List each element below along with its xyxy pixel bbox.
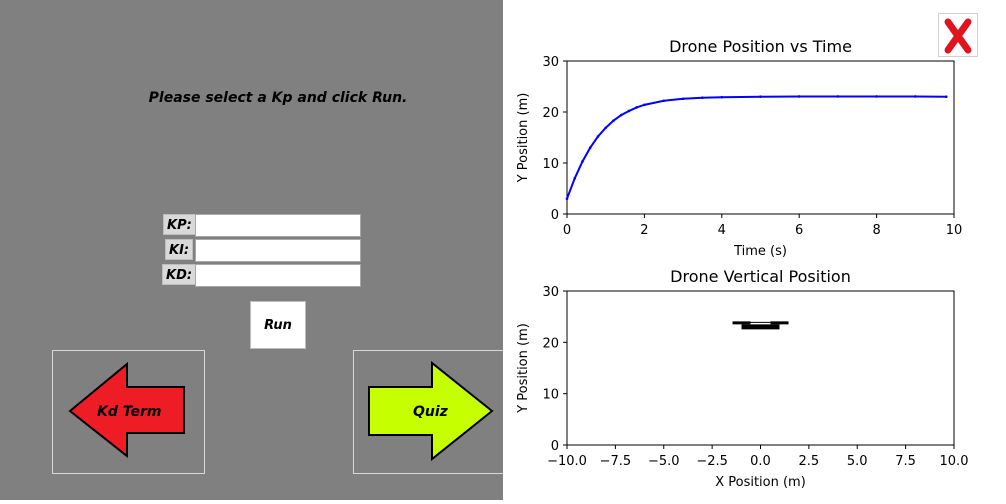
close-icon <box>944 18 972 54</box>
position-point <box>662 99 666 103</box>
position-point <box>701 96 704 100</box>
vertical-position-title: Drone Vertical Position <box>670 267 851 286</box>
back-kd-term-button[interactable]: Kd Term <box>52 350 205 474</box>
kd-label: KD: <box>162 264 197 285</box>
position-time-ylabel: Y Position (m) <box>516 93 531 184</box>
control-panel: Please select a Kp and click Run. KP: KI… <box>0 0 506 500</box>
run-button-label: Run <box>264 317 292 333</box>
position-time-xtick-label: 0 <box>563 223 571 238</box>
close-button[interactable] <box>938 13 978 57</box>
position-time-ytick-label: 30 <box>542 55 559 70</box>
position-point <box>612 119 615 122</box>
position-time-xtick-label: 6 <box>795 223 803 238</box>
vertical-position-xtick-label: −5.0 <box>648 454 680 469</box>
position-point <box>588 146 592 149</box>
position-time-ytick-label: 10 <box>542 157 559 172</box>
position-time-xtick-label: 10 <box>946 223 963 238</box>
position-point <box>581 160 584 163</box>
position-point <box>627 109 631 113</box>
ki-input[interactable] <box>195 239 361 262</box>
left-arrow-icon <box>68 361 185 459</box>
vertical-position-xtick-label: −7.5 <box>600 454 632 469</box>
vertical-position-ytick-label: 20 <box>542 336 559 351</box>
vertical-position-xtick-label: 7.5 <box>895 454 916 469</box>
kp-label: KP: <box>163 214 196 235</box>
position-time-title: Drone Position vs Time <box>669 37 852 56</box>
run-button[interactable]: Run <box>250 301 306 349</box>
position-point <box>944 95 948 98</box>
plots-canvas: Drone Position vs Time Time (s) Y Position… <box>516 37 969 490</box>
position-time-xlabel: Time (s) <box>733 244 787 259</box>
instruction-text: Please select a Kp and click Run. <box>148 90 408 106</box>
next-button-label: Quiz <box>413 404 448 420</box>
position-point <box>914 95 917 98</box>
drone-body <box>741 324 780 330</box>
position-point <box>573 177 577 180</box>
position-point <box>604 126 607 130</box>
position-point <box>759 95 762 98</box>
vertical-position-ytick-label: 10 <box>542 388 559 403</box>
position-point <box>720 95 724 99</box>
position-point <box>836 95 840 98</box>
position-point <box>565 197 569 200</box>
position-time-axes <box>566 60 955 215</box>
position-time-ytick-label: 20 <box>542 106 559 121</box>
vertical-position-ylabel: Y Position (m) <box>516 323 531 414</box>
next-quiz-button[interactable]: Quiz <box>353 350 506 474</box>
vertical-position-xtick-label: 2.5 <box>799 454 820 469</box>
position-point <box>635 106 638 109</box>
vertical-position-ytick-label: 0 <box>551 439 559 454</box>
vertical-position-xlabel: X Position (m) <box>715 475 806 490</box>
position-point <box>797 95 801 98</box>
vertical-position-xtick-label: 10.0 <box>940 454 969 469</box>
back-button-label: Kd Term <box>97 404 162 420</box>
vertical-position-axes <box>566 290 955 446</box>
position-point <box>643 103 646 107</box>
position-point <box>681 97 685 101</box>
position-time-xtick-label: 8 <box>872 223 880 238</box>
vertical-position-ytick-label: 30 <box>542 285 559 300</box>
position-time-ytick-label: 0 <box>551 208 559 223</box>
vertical-position-xtick-label: 0.0 <box>750 454 771 469</box>
right-arrow-icon <box>368 360 494 462</box>
ki-label: KI: <box>165 239 194 260</box>
kd-input[interactable] <box>195 264 361 287</box>
vertical-position-xtick-label: −10.0 <box>547 454 587 469</box>
position-point <box>875 95 878 98</box>
vertical-position-xtick-label: −2.5 <box>696 454 728 469</box>
kp-input[interactable] <box>195 214 361 237</box>
position-point <box>619 113 623 117</box>
position-time-xtick-label: 4 <box>718 223 726 238</box>
position-time-xtick-label: 2 <box>640 223 648 238</box>
plot-panel: Drone Position vs Time Time (s) Y Position… <box>503 0 1006 500</box>
position-point <box>596 135 600 138</box>
vertical-position-xtick-label: 5.0 <box>847 454 868 469</box>
